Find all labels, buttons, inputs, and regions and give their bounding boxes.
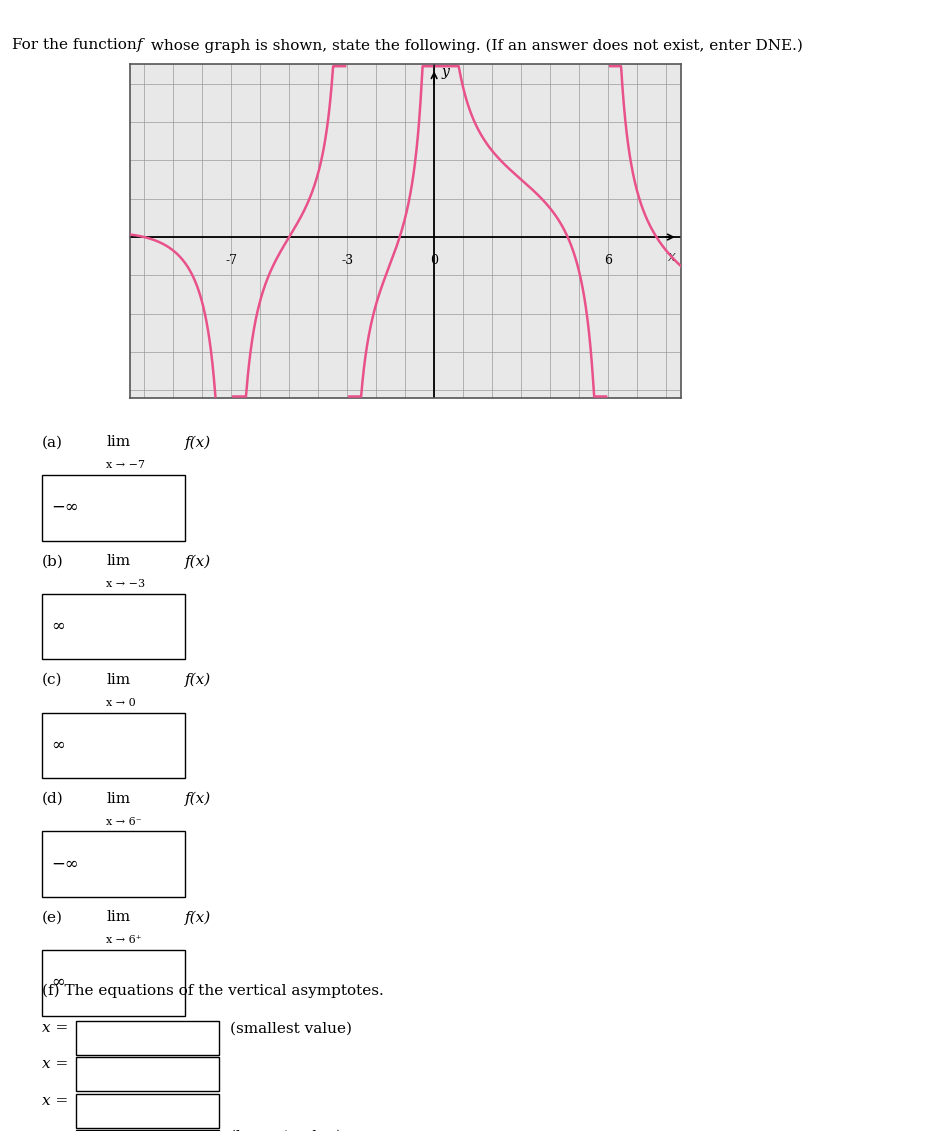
Text: x → −7: x → −7 [106,460,145,470]
Text: lim: lim [106,792,131,805]
Text: x → 0: x → 0 [106,698,136,708]
Text: lim: lim [106,673,131,687]
Text: ∞: ∞ [51,618,65,636]
Text: −∞: −∞ [51,499,79,517]
Text: 6: 6 [604,254,612,267]
Text: (f) The equations of the vertical asymptotes.: (f) The equations of the vertical asympt… [42,984,383,999]
Text: lim: lim [106,554,131,568]
Text: f(x): f(x) [185,435,211,450]
Text: ∞: ∞ [51,736,65,754]
Text: For the function: For the function [12,38,142,52]
Text: x =: x = [42,1021,68,1035]
Text: x =: x = [42,1057,68,1071]
Text: x → 6⁺: x → 6⁺ [106,935,142,946]
Text: (d): (d) [42,792,63,805]
Text: -7: -7 [225,254,237,267]
Text: x → −3: x → −3 [106,579,145,589]
Text: (c): (c) [42,673,62,687]
Text: f(x): f(x) [185,792,211,806]
Text: (a): (a) [42,435,63,449]
Text: f(x): f(x) [185,910,211,925]
Text: 0: 0 [430,254,438,267]
Text: (smallest value): (smallest value) [230,1021,352,1035]
Text: (e): (e) [42,910,63,924]
Text: -3: -3 [341,254,353,267]
Text: (largest value): (largest value) [230,1130,342,1131]
Text: lim: lim [106,435,131,449]
Text: y: y [442,66,449,79]
Text: x =: x = [42,1130,68,1131]
Text: x → 6⁻: x → 6⁻ [106,817,142,827]
Text: −∞: −∞ [51,855,79,873]
Text: x: x [668,250,676,265]
Text: f(x): f(x) [185,673,211,688]
Text: whose graph is shown, state the following. (If an answer does not exist, enter D: whose graph is shown, state the followin… [146,38,803,53]
Text: f(x): f(x) [185,554,211,569]
Text: ∞: ∞ [51,974,65,992]
Text: lim: lim [106,910,131,924]
Text: (b): (b) [42,554,63,568]
Text: x =: x = [42,1094,68,1107]
Text: f: f [137,38,143,52]
